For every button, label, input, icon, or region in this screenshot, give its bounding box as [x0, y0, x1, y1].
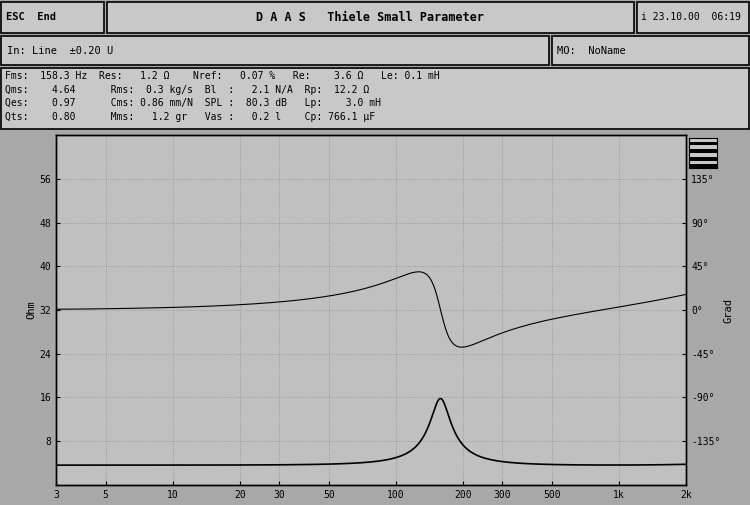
Text: ESC  End: ESC End: [6, 12, 56, 22]
Bar: [1, 2, 104, 33]
Text: In: Line  ±0.20 U: In: Line ±0.20 U: [7, 46, 113, 56]
Text: D A A S   Thiele Small Parameter: D A A S Thiele Small Parameter: [256, 11, 484, 24]
Y-axis label: Ohm: Ohm: [27, 300, 37, 320]
Bar: [107, 2, 634, 33]
Text: Fms:  158.3 Hz  Res:   1.2 Ω    Nref:   0.07 %   Re:    3.6 Ω   Le: 0.1 mH: Fms: 158.3 Hz Res: 1.2 Ω Nref: 0.07 % Re…: [5, 71, 439, 81]
Text: Qts:    0.80      Mms:   1.2 gr   Vas :   0.2 l    Cp: 766.1 μF: Qts: 0.80 Mms: 1.2 gr Vas : 0.2 l Cp: 76…: [5, 112, 375, 122]
Y-axis label: Grad: Grad: [723, 297, 734, 323]
Bar: [688, 149, 717, 153]
Bar: [1, 68, 749, 129]
Text: Qes:    0.97      Cms: 0.86 mm/N  SPL :  80.3 dB   Lp:    3.0 mH: Qes: 0.97 Cms: 0.86 mm/N SPL : 80.3 dB L…: [5, 98, 381, 108]
Bar: [688, 145, 717, 149]
Bar: [552, 36, 749, 65]
Bar: [688, 141, 717, 145]
Bar: [688, 161, 717, 164]
Bar: [1, 36, 549, 65]
Bar: [688, 138, 717, 141]
Bar: [637, 2, 749, 33]
Bar: [688, 153, 717, 157]
Text: Qms:    4.64      Rms:  0.3 kg/s  Bl  :   2.1 N/A  Rp:  12.2 Ω: Qms: 4.64 Rms: 0.3 kg/s Bl : 2.1 N/A Rp:…: [5, 85, 369, 95]
Text: i 23.10.00  06:19: i 23.10.00 06:19: [641, 12, 741, 22]
Bar: [688, 157, 717, 161]
Text: MO:  NoName: MO: NoName: [557, 46, 626, 56]
Bar: [688, 164, 717, 168]
